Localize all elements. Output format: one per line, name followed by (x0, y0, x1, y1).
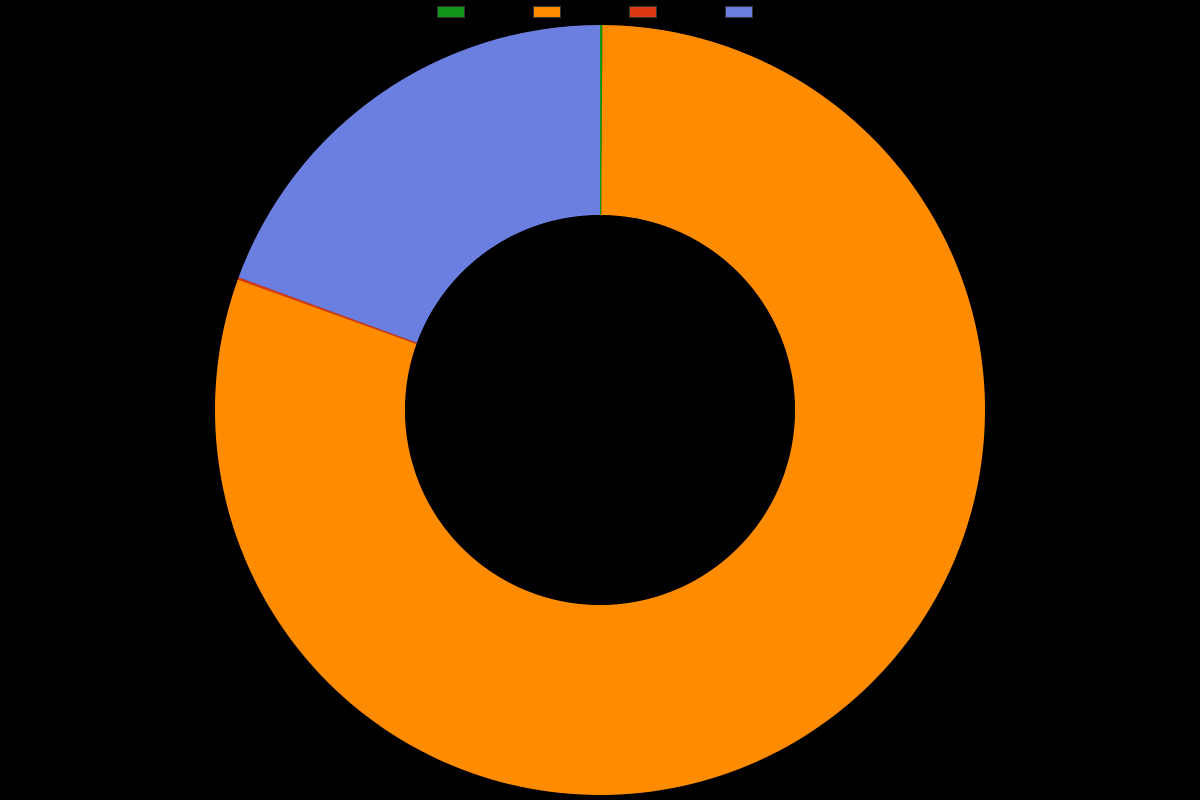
legend-swatch (533, 6, 561, 18)
donut-chart (0, 20, 1200, 800)
legend-item (533, 6, 571, 18)
legend-label (471, 6, 475, 18)
legend (0, 6, 1200, 18)
legend-item (437, 6, 475, 18)
legend-label (759, 6, 763, 18)
legend-label (567, 6, 571, 18)
donut-hole (405, 215, 795, 605)
legend-item (725, 6, 763, 18)
legend-item (629, 6, 667, 18)
legend-swatch (629, 6, 657, 18)
legend-label (663, 6, 667, 18)
legend-swatch (725, 6, 753, 18)
legend-swatch (437, 6, 465, 18)
chart-viewport (0, 0, 1200, 800)
donut-svg (0, 20, 1200, 800)
